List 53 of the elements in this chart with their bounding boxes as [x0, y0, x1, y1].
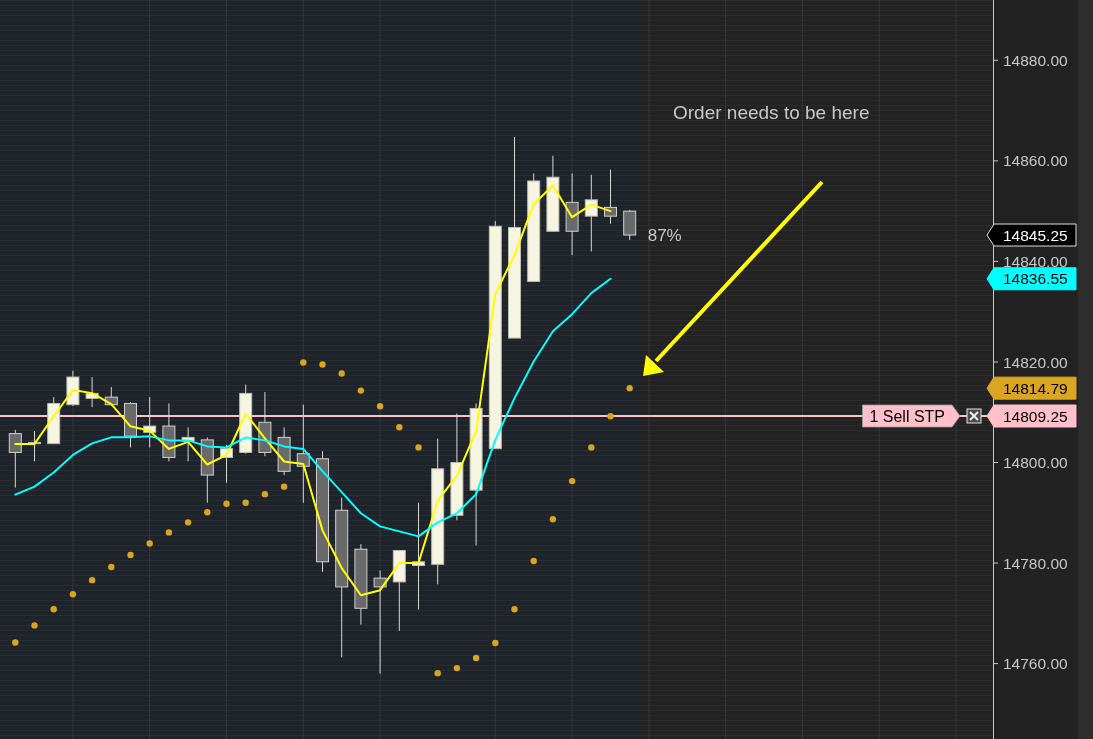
point [453, 664, 461, 672]
point [338, 370, 345, 377]
point [588, 444, 595, 451]
text: Order needs to be here [673, 102, 870, 123]
candlestick [8, 429, 22, 489]
text: 14845.25 [1003, 226, 1068, 244]
line-series [14, 277, 612, 538]
point [184, 519, 192, 526]
point [261, 490, 269, 498]
text: 87% [647, 226, 682, 246]
point [165, 529, 173, 536]
point [376, 403, 384, 410]
point [242, 499, 249, 506]
text: 14836.55 [1003, 270, 1068, 288]
point [223, 500, 230, 507]
point [300, 359, 307, 366]
point [549, 516, 557, 523]
point [568, 477, 576, 485]
y-tick-label: 14880.00 [1003, 51, 1069, 69]
point [396, 424, 403, 431]
point [31, 622, 38, 629]
point [50, 606, 57, 613]
candlestick [623, 209, 637, 241]
candlestick [604, 169, 617, 225]
point [12, 639, 19, 646]
point [357, 387, 365, 394]
point [415, 444, 422, 451]
point [472, 654, 480, 662]
point [434, 669, 441, 677]
point [146, 540, 153, 547]
point [108, 563, 115, 571]
point [88, 576, 96, 584]
y-tick-label: 14840.00 [1003, 252, 1069, 270]
y-tick-label: 14780.00 [1003, 554, 1069, 572]
point [530, 557, 537, 565]
point [626, 384, 633, 392]
y-tick-label: 14760.00 [1003, 655, 1069, 673]
y-tick-label: 14860.00 [1003, 152, 1069, 170]
point [127, 551, 134, 559]
candlestick [584, 174, 598, 252]
point [69, 591, 77, 598]
y-tick-label: 14800.00 [1003, 454, 1069, 472]
text: 14809.25 [1003, 407, 1068, 425]
point [511, 606, 518, 613]
point [319, 361, 326, 368]
point [204, 509, 211, 516]
y-tick-label: 14820.00 [1003, 353, 1069, 371]
ref-line-label: 1 Sell STP [869, 407, 946, 425]
point [492, 639, 499, 647]
point [280, 483, 288, 490]
text: 14814.79 [1003, 379, 1068, 397]
point [607, 413, 614, 420]
candlestick [373, 570, 387, 675]
